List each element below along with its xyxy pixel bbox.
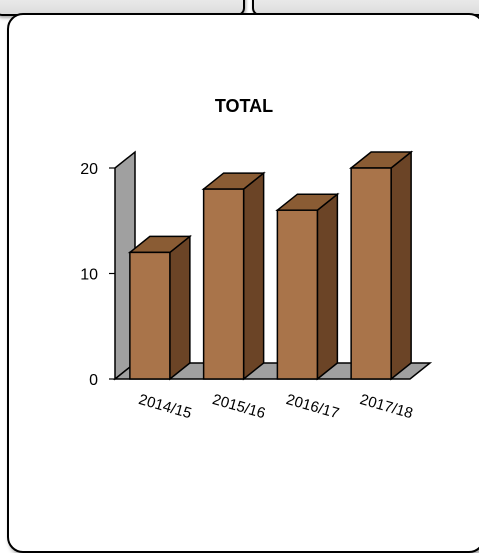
bar: [127, 234, 193, 381]
bar-front: [202, 188, 245, 380]
y-tick-label: 10: [80, 267, 98, 284]
x-axis: 2014/15 2015/16 2016/17 2017/18: [137, 391, 415, 422]
bars: [127, 150, 414, 381]
y-tick-label: 0: [89, 372, 98, 389]
bar-side: [242, 171, 265, 381]
x-tick-label: 2015/16: [210, 391, 267, 422]
bar-side: [316, 192, 339, 381]
x-tick-label: 2017/18: [358, 391, 415, 422]
bar-chart: TOTAL 0 10 20 2014/15 2015/16 2016/17 2017/18: [80, 96, 433, 422]
bar: [348, 150, 414, 381]
x-tick-label: 2016/17: [284, 391, 341, 422]
bar-front: [350, 167, 392, 380]
y-axis: 0 10 20: [80, 161, 115, 389]
bar: [201, 171, 266, 381]
chart-title: TOTAL: [215, 96, 273, 116]
y-tick-label: 20: [80, 161, 98, 178]
bar-side: [169, 234, 191, 381]
bar: [275, 192, 340, 381]
bar-front: [129, 251, 171, 380]
x-tick-label: 2014/15: [137, 391, 194, 422]
bar-front: [276, 209, 319, 380]
bar-side: [390, 150, 412, 381]
